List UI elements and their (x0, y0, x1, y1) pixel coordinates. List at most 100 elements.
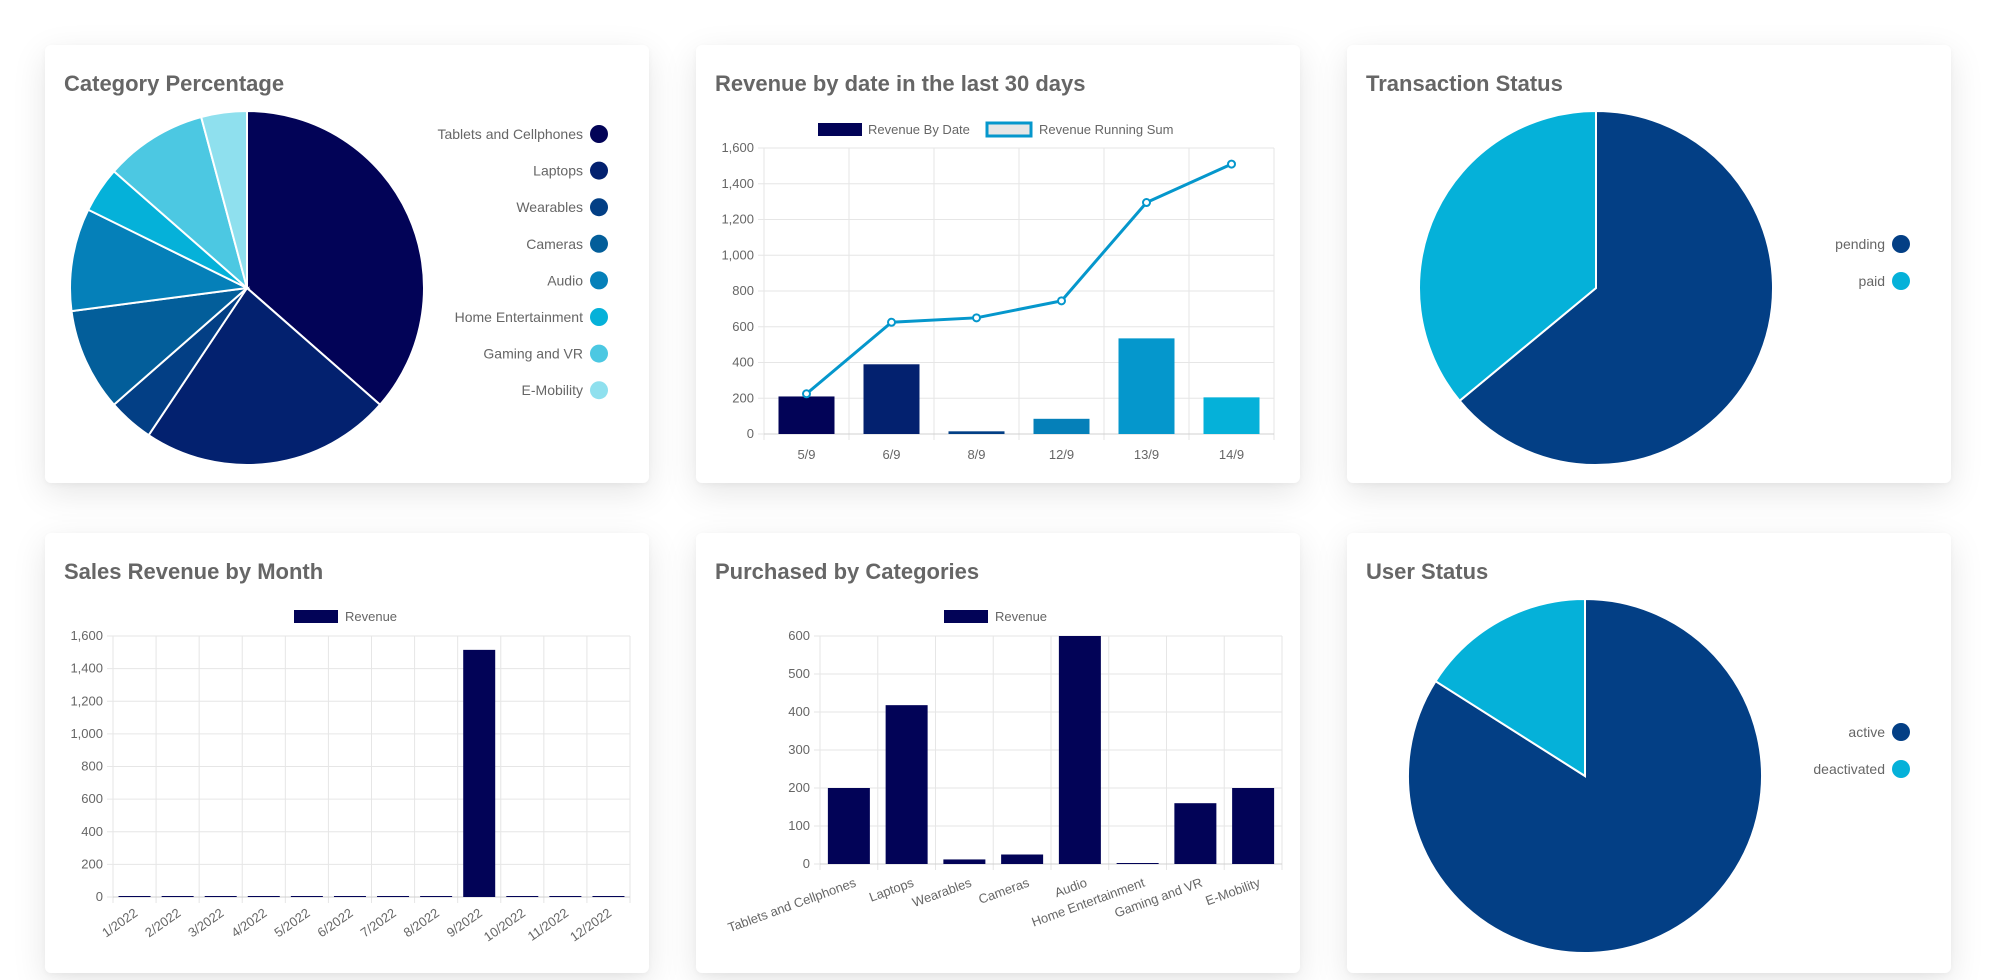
legend-label: Revenue (345, 609, 397, 624)
revenue-30-days-chart: 0 200 400 600 800 1,000 1,200 1,400 1,600 5/9 6/9 8… (721, 121, 1275, 462)
purchased-categories-chart: 0 100 200 300 400 500 600 Tablets and Cellphone… (726, 609, 1283, 935)
y-tick-label: 400 (732, 355, 754, 370)
legend-label: Revenue (995, 609, 1047, 624)
pie-slice (1418, 109, 1597, 403)
x-tick-label: 5/9 (797, 447, 815, 462)
legend-label: Gaming and VR (483, 346, 583, 362)
category-card: Category Percentage Tablets and Cellphon… (45, 45, 649, 483)
bar (1174, 803, 1217, 864)
x-tick-label: 2/2022 (142, 905, 183, 940)
pie-slice (1458, 109, 1774, 466)
legend-label: deactivated (1813, 761, 1885, 777)
purchased-categories-card: Purchased by Categories 0 100 200 300 400 500… (696, 533, 1300, 973)
bar (885, 705, 928, 864)
bar (506, 896, 539, 897)
x-tick-label: Wearables (910, 875, 974, 910)
bar (1033, 418, 1090, 434)
x-tick-label: 10/2022 (481, 905, 528, 944)
bar (863, 364, 920, 434)
y-tick-label: 0 (803, 856, 810, 871)
card-title: Category Percentage (64, 71, 285, 96)
x-tick-label: 3/2022 (185, 905, 226, 940)
y-tick-label: 1,200 (70, 693, 103, 708)
x-tick-label: E-Mobility (1203, 875, 1262, 909)
pie-slice (1434, 597, 1586, 778)
legend-swatch (818, 123, 862, 136)
x-tick-label: Tablets and Cellphones (726, 875, 859, 935)
revenue-30-days-card: Revenue by date in the last 30 days 0 200… (696, 45, 1300, 483)
line-point (802, 389, 811, 399)
card-title: Purchased by Categories (715, 559, 980, 584)
x-tick-label: 6/2022 (315, 905, 356, 940)
bar (377, 896, 410, 897)
line-point (1227, 159, 1236, 169)
x-tick-label: 11/2022 (525, 905, 571, 944)
y-tick-label: 100 (788, 818, 810, 833)
y-tick-label: 800 (732, 283, 754, 298)
bar (333, 896, 366, 897)
y-tick-label: 200 (732, 390, 754, 405)
bar (943, 859, 986, 864)
pie-slice (147, 286, 382, 466)
bar (1118, 338, 1175, 434)
bar (463, 649, 496, 897)
pie-slice (1407, 597, 1763, 954)
x-tick-label: Cameras (976, 875, 1031, 907)
x-tick-label: 12/9 (1049, 447, 1074, 462)
bar (1001, 854, 1044, 864)
bar (592, 896, 625, 897)
y-tick-label: 800 (81, 759, 103, 774)
line-point (972, 313, 981, 323)
pie-slice (199, 109, 248, 289)
y-tick-label: 1,200 (721, 212, 754, 227)
transaction-status-card: Transaction Status pending paid (1347, 45, 1951, 483)
y-tick-label: 400 (81, 824, 103, 839)
pie-slice (246, 109, 425, 407)
user-pie-chart: active deactivated (1407, 597, 1910, 954)
card-title: Sales Revenue by Month (64, 559, 324, 584)
legend-label: Cameras (526, 236, 583, 252)
y-tick-label: 300 (788, 742, 810, 757)
x-tick-label: Laptops (867, 875, 916, 905)
bar (420, 896, 453, 897)
legend-swatch (590, 381, 608, 400)
monthly-revenue-card: Sales Revenue by Month 0 200 400 600 800 1,00… (45, 533, 649, 973)
bar (778, 396, 835, 434)
running-sum-line (805, 162, 1233, 395)
y-tick-label: 0 (747, 426, 754, 441)
card-title: Transaction Status (1366, 71, 1563, 96)
y-tick-label: 1,400 (721, 176, 754, 191)
y-tick-label: 1,400 (70, 661, 103, 676)
x-tick-label: 1/2022 (99, 905, 140, 940)
y-tick-label: 600 (732, 319, 754, 334)
legend-swatch (985, 121, 1033, 138)
bar (1232, 788, 1275, 864)
y-tick-label: 1,000 (721, 247, 754, 262)
legend-label: Revenue Running Sum (1039, 122, 1173, 137)
x-tick-label: 5/2022 (271, 905, 312, 940)
bar (161, 896, 194, 897)
bar (204, 896, 237, 897)
bar (247, 896, 280, 897)
legend-label: Tablets and Cellphones (437, 126, 583, 142)
bar (290, 896, 323, 897)
legend-swatch (590, 198, 608, 217)
x-tick-label: 12/2022 (567, 905, 614, 944)
pie-slice (112, 115, 249, 291)
y-tick-label: 0 (96, 889, 103, 904)
legend-swatch (1892, 760, 1910, 778)
legend-label: E-Mobility (522, 382, 583, 398)
legend-swatch (590, 161, 608, 180)
y-tick-label: 400 (788, 704, 810, 719)
legend-swatch (590, 344, 608, 363)
user-status-card: User Status active deactivated (1347, 533, 1951, 973)
legend-label: paid (1859, 273, 1885, 289)
x-tick-label: 8/2022 (401, 905, 442, 940)
y-tick-label: 500 (788, 666, 810, 681)
legend-swatch (590, 125, 608, 143)
bar (1203, 397, 1260, 434)
x-tick-label: 13/9 (1134, 447, 1159, 462)
transaction-pie-chart: pending paid (1418, 109, 1910, 466)
line-point (1057, 296, 1066, 306)
bar (118, 896, 151, 897)
